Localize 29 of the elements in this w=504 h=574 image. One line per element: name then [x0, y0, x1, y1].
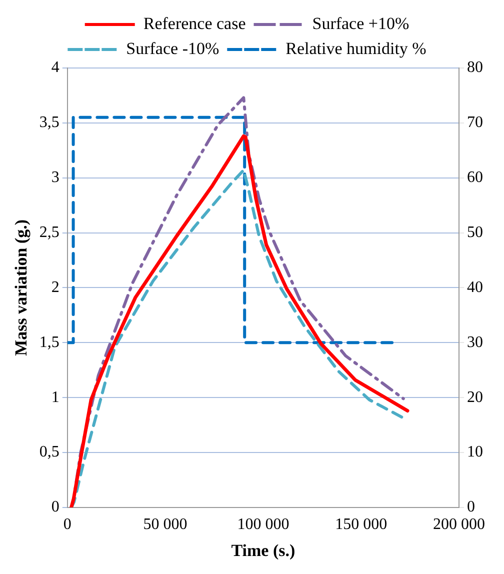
y-tick-label: 3: [51, 169, 60, 186]
x-tick-label: 0: [63, 516, 72, 534]
y2-tick-label: 30: [467, 334, 483, 351]
y2-tick-label: 20: [467, 388, 483, 406]
x-tick-label: 50 000: [143, 516, 188, 534]
y2-tick-label: 40: [467, 278, 483, 296]
x-tick-label: 200 000: [433, 516, 485, 534]
legend-label: Reference case: [143, 14, 246, 33]
legend-label: Surface -10%: [126, 38, 220, 58]
y2-tick-label: 50: [467, 224, 483, 241]
y-tick-label: 0: [51, 498, 60, 516]
y-tick-label: 2,5: [39, 224, 60, 241]
y2-tick-label: 60: [467, 169, 483, 186]
legend-label: Surface +10%: [312, 14, 410, 33]
y-tick-label: 3,5: [39, 114, 60, 132]
y-tick-label: 2: [51, 278, 60, 296]
y-tick-label: 0,5: [39, 444, 60, 461]
y2-tick-label: 10: [467, 444, 483, 461]
y-tick-label: 4: [51, 59, 60, 76]
x-tick-label: 150 000: [335, 516, 388, 534]
y2-tick-label: 80: [467, 59, 483, 76]
x-axis-title: Time (s.): [231, 541, 296, 560]
y-tick-label: 1,5: [39, 334, 60, 351]
y-tick-label: 1: [51, 388, 60, 406]
y2-tick-label: 70: [467, 114, 483, 132]
y-axis-title: Mass variation (g.): [12, 219, 31, 356]
x-tick-label: 100 000: [237, 516, 290, 534]
legend-label: Relative humidity %: [286, 38, 426, 58]
y2-tick-label: 0: [467, 498, 475, 516]
